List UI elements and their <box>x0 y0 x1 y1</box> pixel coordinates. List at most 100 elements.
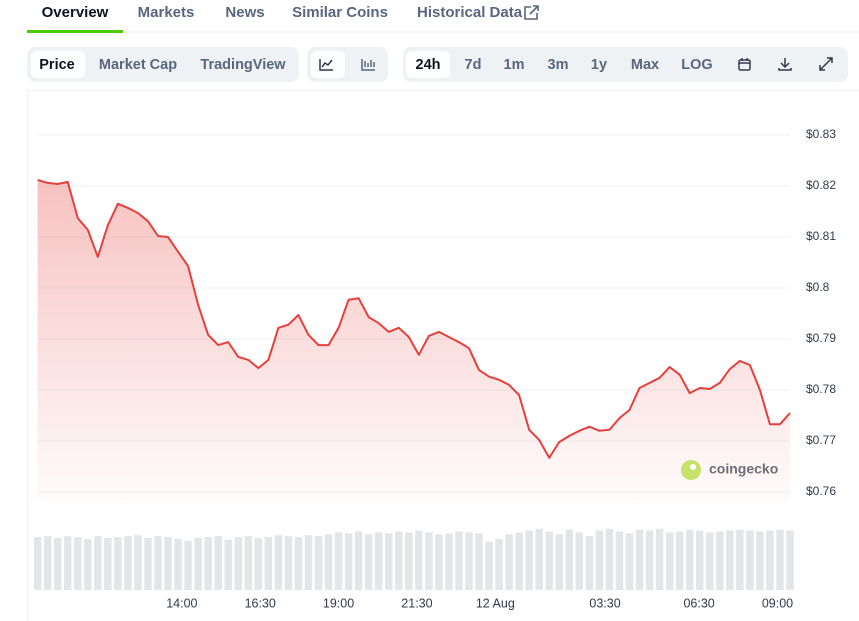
volume-bar <box>94 536 102 590</box>
volume-bar <box>264 537 273 590</box>
range-button[interactable]: 24h <box>416 57 441 73</box>
volume-bar <box>425 532 433 590</box>
volume-bar <box>545 531 553 590</box>
x-tick-label: 09:00 <box>762 596 793 610</box>
watermark-logo-eye <box>690 464 696 470</box>
volume-bar <box>405 532 413 590</box>
volume-bar <box>64 536 72 590</box>
view-toggle-group <box>27 47 299 82</box>
view-button[interactable]: TradingView <box>200 57 286 73</box>
volume-bar <box>344 533 353 590</box>
candle-icon[interactable] <box>361 59 375 71</box>
volume-bar <box>184 540 192 590</box>
volume-bar <box>33 537 42 590</box>
volume-bar <box>756 531 764 590</box>
volume-bar <box>174 538 182 590</box>
y-tick-label: $0.78 <box>806 382 836 396</box>
volume-bar <box>465 532 473 590</box>
volume-bar <box>314 536 323 590</box>
line-icon <box>319 59 333 71</box>
tab[interactable]: Historical Data <box>417 4 523 21</box>
tab[interactable]: Overview <box>42 4 109 21</box>
calendar-icon[interactable] <box>738 58 751 71</box>
volume-bar <box>736 529 744 590</box>
volume-bar <box>585 536 594 590</box>
volume-bar <box>685 529 694 590</box>
volume-bar <box>154 536 162 590</box>
volume-bar <box>385 533 393 590</box>
x-tick-label: 12 Aug <box>476 596 515 610</box>
volume-bar <box>766 530 774 590</box>
volume-bar <box>726 530 734 590</box>
view-button[interactable]: Price <box>39 57 74 73</box>
volume-bar <box>204 537 212 590</box>
log-button[interactable]: LOG <box>681 57 712 73</box>
download-icon[interactable] <box>778 58 792 71</box>
y-tick-label: $0.79 <box>806 331 836 345</box>
watermark-logo <box>681 460 701 480</box>
chart-frame <box>27 90 859 621</box>
x-tick-label: 06:30 <box>683 596 714 610</box>
volume-bar <box>535 528 543 590</box>
volume-bar <box>74 537 82 590</box>
volume-bar <box>575 532 584 590</box>
volume-bar <box>84 538 92 590</box>
volume-bar <box>475 533 483 590</box>
volume-bar <box>53 538 62 590</box>
volume-bar <box>615 531 624 590</box>
volume-bar <box>194 538 202 590</box>
volume-bar <box>354 531 363 590</box>
x-tick-label: 14:00 <box>166 596 197 610</box>
fullscreen-icon[interactable] <box>819 57 833 71</box>
volume-bar <box>485 541 493 590</box>
volume-bar <box>695 530 704 590</box>
range-button[interactable]: 1m <box>504 57 525 73</box>
volume-bar <box>645 530 654 590</box>
range-button[interactable]: 7d <box>465 57 482 73</box>
range-button[interactable]: 1y <box>591 57 607 73</box>
volume-bar <box>525 530 533 590</box>
volume-bar <box>324 534 333 590</box>
volume-bar <box>505 534 513 590</box>
volume-bar <box>415 530 423 590</box>
view-button[interactable]: Market Cap <box>99 57 177 73</box>
volume-bar <box>495 538 503 590</box>
volume-bar <box>675 531 684 590</box>
volume-bar <box>334 532 343 590</box>
volume-bar <box>214 536 222 590</box>
range-button[interactable]: Max <box>631 57 659 73</box>
y-tick-label: $0.82 <box>806 178 836 192</box>
y-tick-label: $0.8 <box>806 280 830 294</box>
tab[interactable]: News <box>225 4 264 21</box>
price-area <box>37 179 791 500</box>
x-tick-label: 21:30 <box>401 596 432 610</box>
active-button-bg <box>31 51 85 78</box>
range-button[interactable]: 3m <box>548 57 569 73</box>
volume-bar <box>104 538 112 590</box>
volume-bar <box>595 530 604 590</box>
y-tick-label: $0.81 <box>806 229 836 243</box>
tab[interactable]: Markets <box>138 4 195 21</box>
x-tick-label: 16:30 <box>245 596 276 610</box>
volume-bar <box>374 532 383 590</box>
active-tab-underline <box>27 30 123 33</box>
volume-bar <box>395 531 403 590</box>
active-button-bg <box>406 51 450 78</box>
volume-bar <box>244 536 253 590</box>
external-link-icon <box>524 5 539 20</box>
volume-bar <box>445 533 453 590</box>
volume-bar <box>565 529 574 590</box>
volume-bar <box>655 528 664 590</box>
tab[interactable]: Similar Coins <box>292 4 388 21</box>
volume-bar <box>635 529 644 590</box>
volume-bar <box>555 534 563 590</box>
volume-bar <box>716 531 724 590</box>
volume-bar <box>515 532 523 590</box>
volume-bar <box>234 537 242 590</box>
volume-bar <box>144 538 152 590</box>
volume-bar <box>746 530 754 590</box>
volume-bar <box>625 533 634 590</box>
y-tick-label: $0.77 <box>806 433 836 447</box>
